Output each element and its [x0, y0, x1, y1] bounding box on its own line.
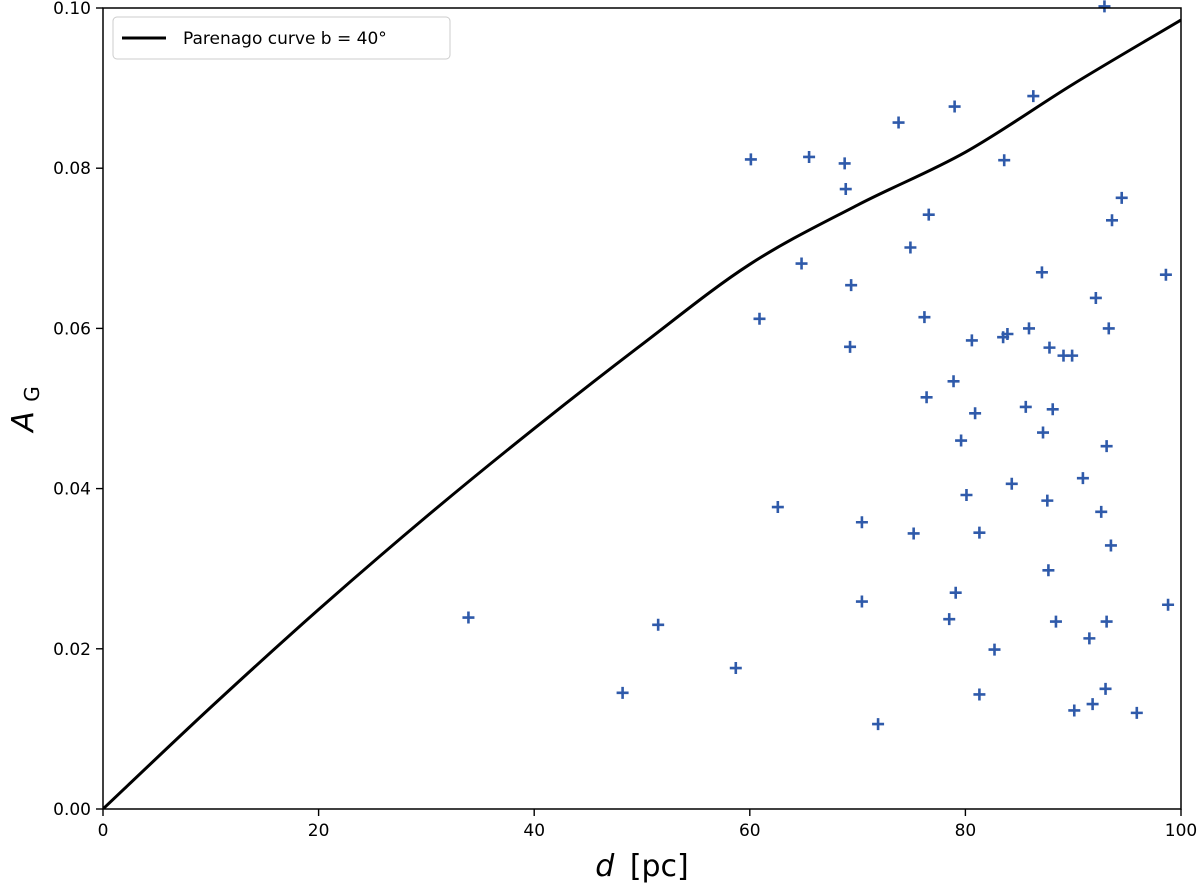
data-point	[872, 718, 885, 731]
data-point	[960, 489, 973, 502]
data-point	[771, 501, 784, 514]
axes-frame	[102, 7, 1182, 810]
x-axis-label-symbol: d	[595, 849, 615, 884]
data-point	[744, 153, 757, 166]
y-axis-label-symbol: A	[6, 411, 41, 434]
data-point	[1102, 322, 1115, 335]
data-point	[1068, 704, 1081, 717]
y-tick-label: 0.00	[53, 800, 91, 820]
data-point	[1043, 341, 1056, 354]
data-point	[1095, 505, 1108, 518]
data-point	[907, 527, 920, 540]
y-axis-label-subscript: G	[20, 386, 44, 402]
parenago-curve-line	[103, 18, 1181, 809]
data-point	[1162, 598, 1175, 611]
y-tick-label: 0.06	[53, 319, 91, 339]
data-point	[1037, 426, 1050, 439]
data-point	[1100, 615, 1113, 628]
data-point	[1098, 0, 1111, 13]
legend: Parenago curve b = 40°	[112, 16, 451, 60]
data-point	[955, 434, 968, 447]
data-point	[943, 613, 956, 626]
y-axis-ticks: 0.00 0.02 0.04 0.06 0.08 0.10	[53, 0, 103, 820]
data-point	[1076, 472, 1089, 485]
data-point	[920, 391, 933, 404]
data-point	[855, 516, 868, 529]
x-tick-label: 80	[955, 821, 977, 841]
data-point	[947, 375, 960, 388]
data-point	[845, 279, 858, 292]
data-point	[1001, 328, 1014, 341]
data-point	[965, 334, 978, 347]
data-point	[1027, 90, 1040, 103]
y-axis-label: A G	[6, 386, 44, 434]
data-point	[1089, 291, 1102, 304]
data-point	[922, 208, 935, 221]
data-point	[1106, 214, 1119, 227]
data-point	[892, 116, 905, 129]
data-point	[998, 154, 1011, 167]
data-point	[973, 688, 986, 701]
data-point	[1046, 403, 1059, 416]
x-tick-label: 0	[98, 821, 109, 841]
data-point	[1019, 400, 1032, 413]
data-point	[1086, 698, 1099, 711]
data-point	[1104, 539, 1117, 552]
data-point	[973, 526, 986, 539]
x-tick-label: 100	[1165, 821, 1197, 841]
data-point	[969, 407, 982, 420]
data-point	[918, 311, 931, 324]
data-point	[1066, 349, 1079, 362]
data-point	[949, 586, 962, 599]
data-point	[1159, 268, 1172, 281]
data-points	[462, 0, 1175, 731]
data-point	[753, 312, 766, 325]
data-point	[1083, 632, 1096, 645]
x-tick-label: 60	[739, 821, 761, 841]
data-point	[1049, 615, 1062, 628]
data-point	[1115, 191, 1128, 204]
data-point	[855, 595, 868, 608]
data-point	[948, 100, 961, 113]
data-point	[1042, 564, 1055, 577]
data-point	[652, 618, 665, 631]
data-point	[1099, 682, 1112, 695]
data-point	[1041, 494, 1054, 507]
data-point	[462, 611, 475, 624]
data-point	[844, 340, 857, 353]
y-tick-label: 0.08	[53, 159, 91, 179]
y-tick-label: 0.04	[53, 480, 91, 500]
data-point	[616, 686, 629, 699]
x-axis-ticks: 0 20 40 60 80 100	[98, 809, 1197, 841]
data-point	[1023, 322, 1035, 335]
data-point	[1100, 440, 1113, 453]
data-point	[1035, 266, 1048, 279]
x-axis-label-unit: [pc]	[630, 849, 689, 884]
data-point	[1130, 706, 1143, 719]
data-point	[904, 241, 917, 254]
legend-box	[112, 16, 451, 60]
y-tick-label: 0.10	[53, 0, 91, 19]
x-tick-label: 20	[308, 821, 330, 841]
data-point	[803, 150, 816, 163]
data-point	[838, 157, 851, 170]
x-tick-label: 40	[523, 821, 545, 841]
legend-label: Parenago curve b = 40°	[183, 29, 387, 49]
y-tick-label: 0.02	[53, 640, 91, 660]
data-point	[1005, 477, 1018, 490]
data-point	[839, 183, 852, 196]
data-point	[988, 643, 1001, 656]
data-point	[729, 662, 742, 675]
data-point	[795, 257, 808, 270]
x-axis-label: d [pc]	[595, 849, 689, 884]
